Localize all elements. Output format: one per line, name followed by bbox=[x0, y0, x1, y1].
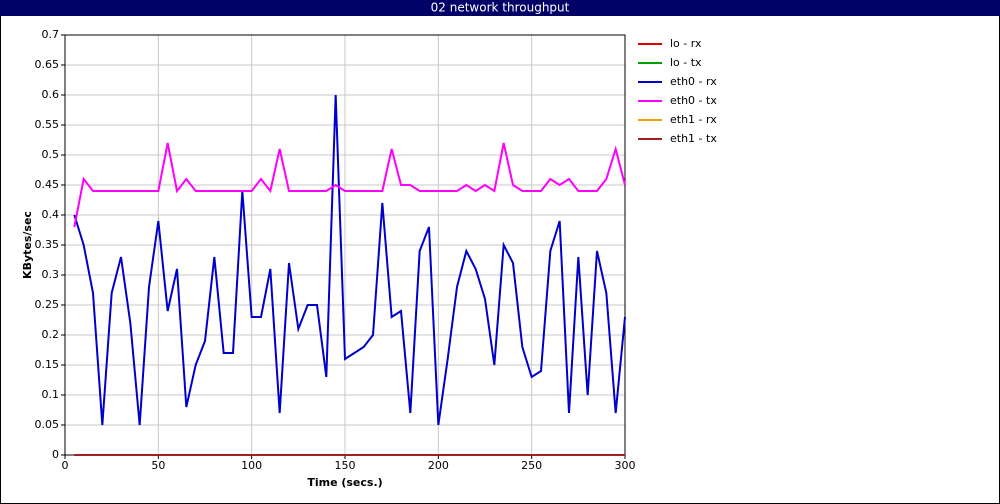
y-tick-label: 0.35 bbox=[35, 238, 60, 251]
x-tick-label: 100 bbox=[241, 459, 262, 472]
y-axis-label: KBytes/sec bbox=[21, 211, 34, 279]
y-tick-label: 0.4 bbox=[42, 208, 60, 221]
legend-label: lo - tx bbox=[670, 56, 702, 69]
y-tick-label: 0.25 bbox=[35, 298, 60, 311]
y-tick-label: 0.05 bbox=[35, 418, 60, 431]
x-axis-label: Time (secs.) bbox=[307, 476, 382, 489]
legend-label: eth1 - rx bbox=[670, 113, 717, 126]
x-tick-label: 50 bbox=[151, 459, 165, 472]
y-tick-label: 0.15 bbox=[35, 358, 60, 371]
y-tick-label: 0.5 bbox=[42, 148, 60, 161]
y-tick-label: 0.3 bbox=[42, 268, 60, 281]
series-line bbox=[73, 94, 626, 426]
y-tick-label: 0.65 bbox=[35, 58, 60, 71]
x-tick-label: 150 bbox=[335, 459, 356, 472]
y-tick-label: 0.7 bbox=[42, 28, 60, 41]
chart-title: 02 network throughput bbox=[431, 1, 570, 15]
y-tick-label: 0.55 bbox=[35, 118, 60, 131]
y-tick-label: 0.6 bbox=[42, 88, 60, 101]
legend-label: eth0 - tx bbox=[670, 94, 717, 107]
legend-label: lo - rx bbox=[670, 37, 702, 50]
y-tick-label: 0.45 bbox=[35, 178, 60, 191]
legend-label: eth1 - tx bbox=[670, 132, 717, 145]
x-tick-label: 250 bbox=[521, 459, 542, 472]
series-line bbox=[73, 142, 626, 228]
legend-label: eth0 - rx bbox=[670, 75, 717, 88]
y-tick-label: 0.1 bbox=[42, 388, 60, 401]
y-tick-label: 0 bbox=[52, 448, 59, 461]
title-bar bbox=[0, 0, 1000, 16]
x-tick-label: 200 bbox=[428, 459, 449, 472]
x-tick-label: 300 bbox=[615, 459, 636, 472]
x-tick-label: 0 bbox=[62, 459, 69, 472]
y-tick-label: 0.2 bbox=[42, 328, 60, 341]
